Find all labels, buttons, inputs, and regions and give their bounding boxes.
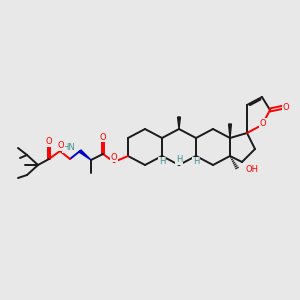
Text: O: O xyxy=(283,103,289,112)
Text: HN: HN xyxy=(62,143,75,152)
Text: O: O xyxy=(46,137,52,146)
Polygon shape xyxy=(178,117,180,129)
Polygon shape xyxy=(229,124,231,138)
Text: O: O xyxy=(260,118,266,127)
Text: O: O xyxy=(58,142,64,151)
Text: H: H xyxy=(193,158,199,166)
Polygon shape xyxy=(79,150,91,160)
Text: O: O xyxy=(111,152,117,161)
Text: O: O xyxy=(100,133,106,142)
Text: OH: OH xyxy=(245,166,258,175)
Text: H: H xyxy=(159,158,165,166)
Text: H: H xyxy=(176,155,182,164)
